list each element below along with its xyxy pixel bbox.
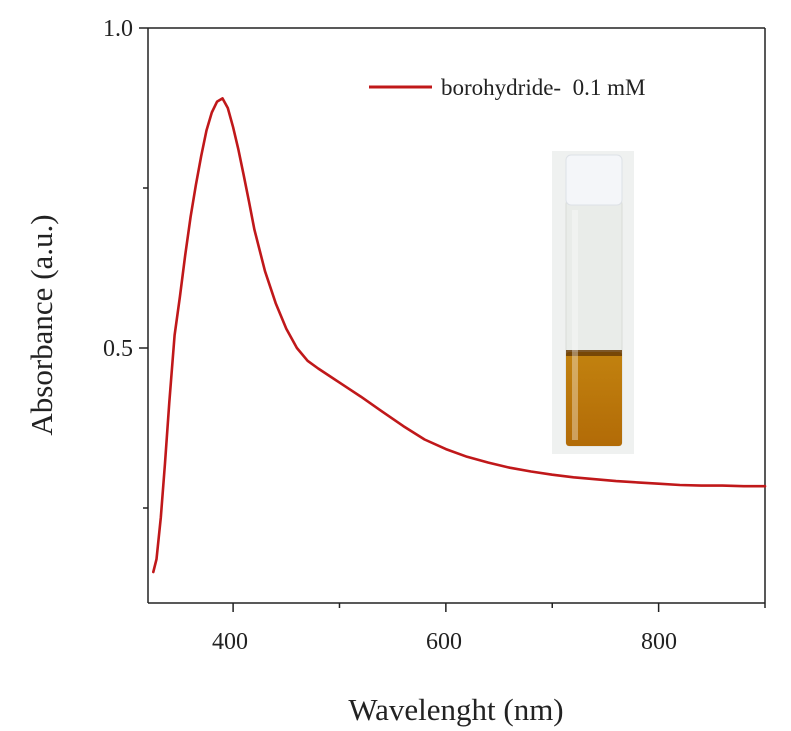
plot-frame: [147, 27, 766, 604]
x-axis-title: Wavelenght (nm): [348, 692, 563, 727]
vial-liquid: [566, 352, 622, 446]
y-tick-label-0-5: 0.5: [103, 336, 133, 362]
y-tick-label-1-0: 1.0: [103, 16, 133, 42]
legend-label: borohydride- 0.1 mM: [441, 75, 645, 100]
vial-photo-inset: [552, 151, 634, 454]
y-axis-title: Absorbance (a.u.): [24, 214, 59, 435]
vial-cap: [565, 154, 623, 206]
x-tick-label-800: 800: [641, 629, 677, 655]
legend: borohydride- 0.1 mM: [369, 75, 645, 100]
vial-meniscus: [566, 350, 622, 356]
y-ticks: [139, 27, 148, 509]
series-line-borohydride: [152, 97, 767, 574]
x-ticks: [232, 603, 766, 612]
x-tick-label-400: 400: [212, 629, 248, 655]
vial-highlight: [572, 210, 578, 440]
x-tick-label-600: 600: [426, 629, 462, 655]
